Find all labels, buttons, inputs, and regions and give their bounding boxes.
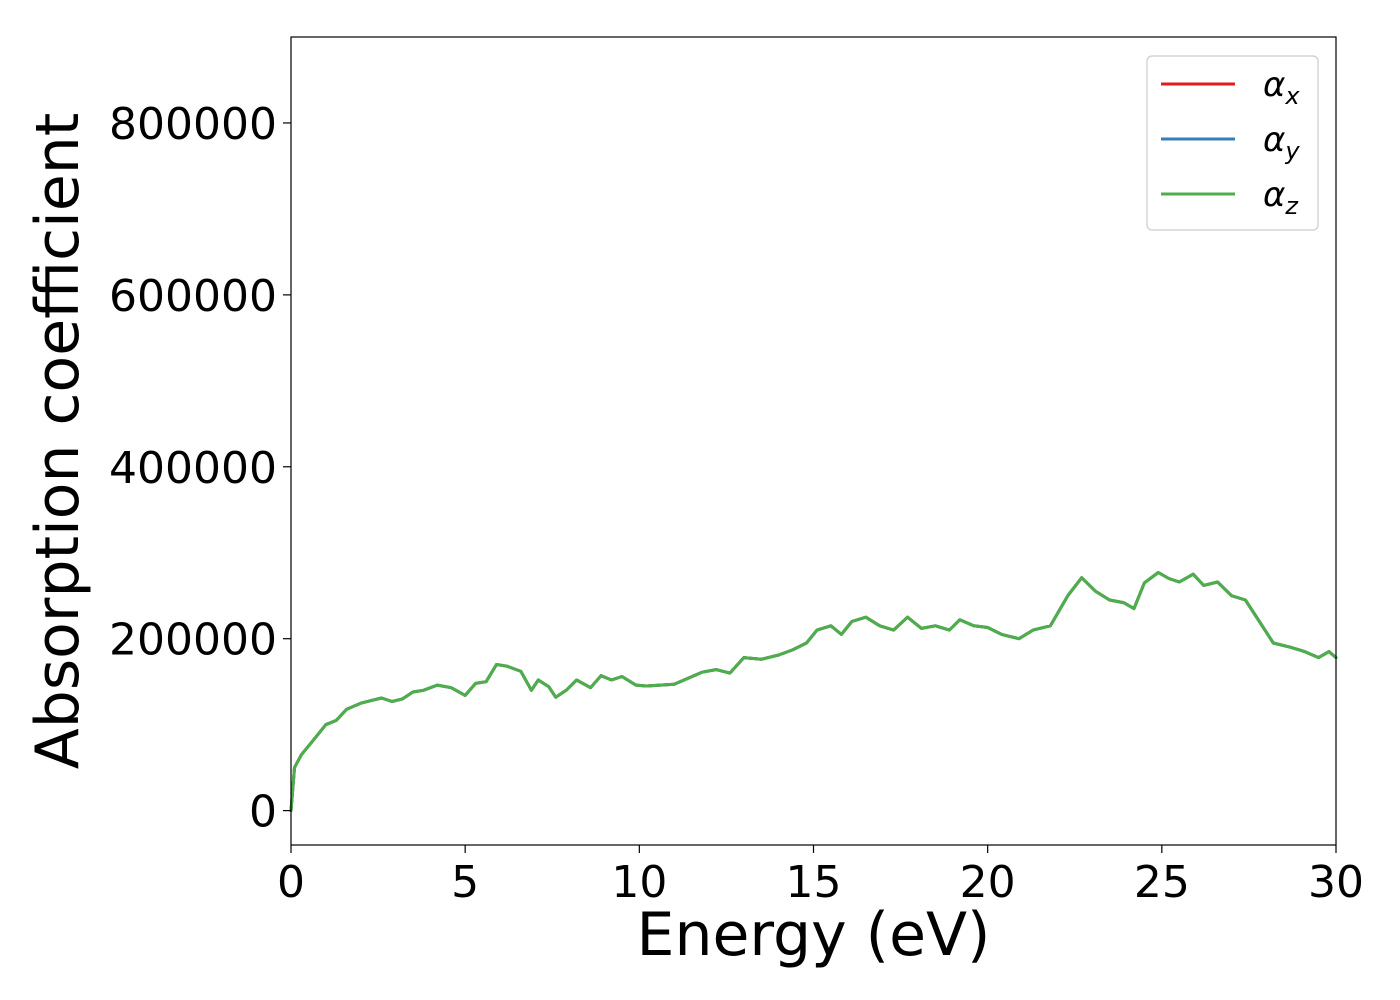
legend-subscript: y	[1284, 137, 1300, 165]
x-axis: 0 5 10 15 20 25 30	[277, 845, 1364, 908]
series-line-z	[289, 571, 1338, 813]
y-tick-label: 200000	[109, 615, 277, 666]
x-tick-label: 5	[451, 857, 479, 908]
legend-box	[1146, 55, 1319, 231]
y-tick-label: 600000	[109, 271, 277, 322]
x-tick-label: 30	[1308, 857, 1364, 908]
legend-subscript: x	[1284, 82, 1300, 110]
x-axis-title: Energy (eV)	[637, 900, 991, 970]
x-tick-label: 20	[960, 857, 1016, 908]
x-tick-label: 0	[277, 857, 305, 908]
y-axis: 0 200000 400000 600000 800000	[109, 99, 291, 838]
series-layer	[289, 571, 1338, 813]
legend-label-y: αy	[1263, 120, 1300, 165]
y-tick-label: 0	[249, 787, 277, 838]
legend-subscript: z	[1284, 192, 1299, 220]
x-tick-label: 25	[1134, 857, 1190, 908]
x-tick-label: 10	[611, 857, 667, 908]
y-tick-label: 400000	[109, 443, 277, 494]
x-tick-label: 15	[786, 857, 842, 908]
y-axis-title: Absorption coefficient	[23, 113, 93, 770]
legend-label-x: αx	[1263, 65, 1300, 110]
y-tick-label: 800000	[109, 99, 277, 150]
